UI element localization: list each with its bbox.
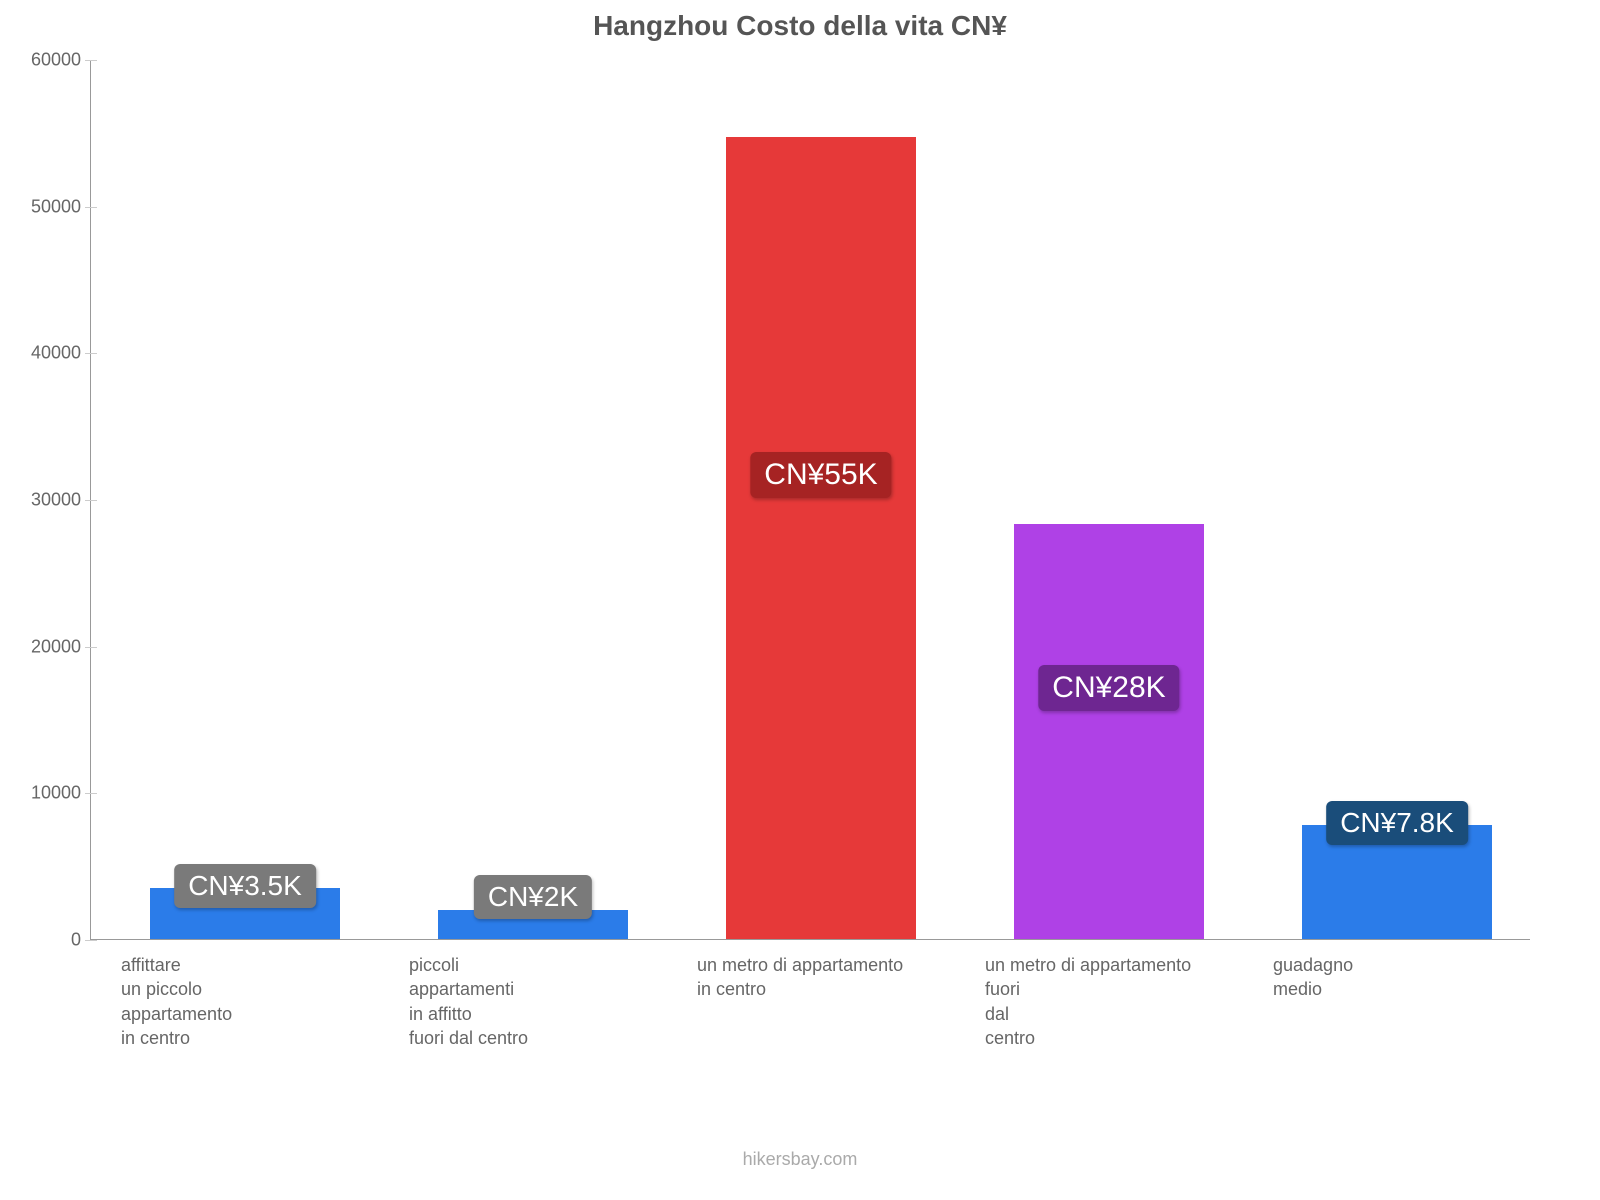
y-tick-label: 50000 [31,196,91,217]
x-category-label: affittare un piccolo appartamento in cen… [121,939,389,1050]
bar-value-badge: CN¥2K [474,875,592,919]
attribution-text: hikersbay.com [0,1149,1600,1170]
chart-container: Hangzhou Costo della vita CN¥ 0100002000… [0,0,1600,1200]
bar-value-badge: CN¥3.5K [174,864,316,908]
x-category-label: un metro di appartamento in centro [697,939,965,1002]
y-tick-label: 20000 [31,636,91,657]
x-category-label: guadagno medio [1273,939,1541,1002]
chart-title: Hangzhou Costo della vita CN¥ [0,10,1600,42]
bar [726,137,916,939]
x-category-label: piccoli appartamenti in affitto fuori da… [409,939,677,1050]
plot-area: 0100002000030000400005000060000CN¥3.5Kaf… [90,60,1530,940]
y-tick-label: 40000 [31,343,91,364]
x-category-label: un metro di appartamento fuori dal centr… [985,939,1253,1050]
bar-value-badge: CN¥7.8K [1326,801,1468,845]
y-tick-label: 60000 [31,50,91,71]
y-tick-label: 10000 [31,783,91,804]
bar [1014,524,1204,939]
y-tick-label: 0 [71,930,91,951]
bar-value-badge: CN¥55K [750,452,891,498]
bar-value-badge: CN¥28K [1038,665,1179,711]
y-tick-label: 30000 [31,490,91,511]
